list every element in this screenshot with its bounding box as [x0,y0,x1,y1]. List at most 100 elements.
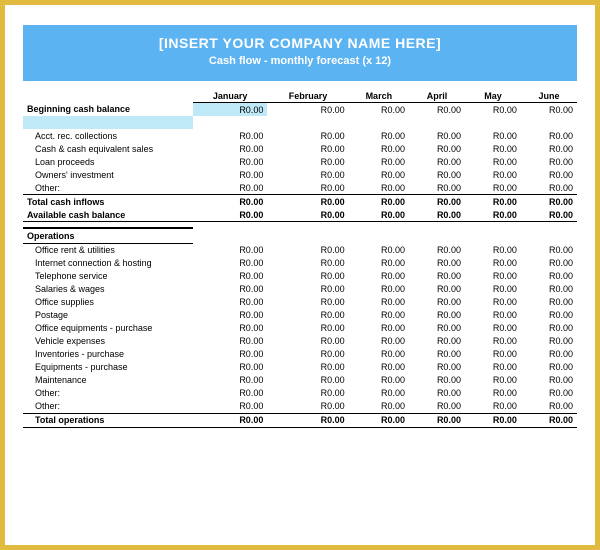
cell: R0.00 [521,322,577,335]
hl-spacer [23,116,577,129]
table-row: PostageR0.00R0.00R0.00R0.00R0.00R0.00 [23,309,577,322]
row-label: Equipments - purchase [23,361,193,374]
cell: R0.00 [521,243,577,257]
report-subtitle: Cash flow - monthly forecast (x 12) [23,55,577,67]
row-label: Loan proceeds [23,155,193,168]
cell: R0.00 [465,142,521,155]
cell: R0.00 [465,348,521,361]
cell: R0.00 [267,195,348,209]
month-col: February [267,89,348,103]
cell: R0.00 [465,195,521,209]
month-col: June [521,89,577,103]
cell: R0.00 [349,335,409,348]
cell: R0.00 [193,387,267,400]
cell: R0.00 [409,387,465,400]
cell: R0.00 [465,296,521,309]
row-label: Salaries & wages [23,283,193,296]
cell: R0.00 [521,129,577,142]
table-row: Telephone serviceR0.00R0.00R0.00R0.00R0.… [23,270,577,283]
row-label: Office rent & utilities [23,243,193,257]
cell: R0.00 [409,309,465,322]
cell: R0.00 [465,181,521,195]
cell: R0.00 [409,257,465,270]
table-row: Equipments - purchaseR0.00R0.00R0.00R0.0… [23,361,577,374]
cell: R0.00 [193,129,267,142]
cell: R0.00 [267,243,348,257]
cell: R0.00 [193,142,267,155]
cell: R0.00 [267,387,348,400]
cell: R0.00 [193,257,267,270]
cell: R0.00 [349,283,409,296]
cell: R0.00 [409,243,465,257]
cell: R0.00 [349,195,409,209]
cell: R0.00 [349,257,409,270]
month-col: April [409,89,465,103]
cell: R0.00 [349,181,409,195]
cell: R0.00 [409,142,465,155]
cell: R0.00 [409,283,465,296]
month-col: March [349,89,409,103]
cell: R0.00 [193,348,267,361]
cell: R0.00 [521,195,577,209]
cell: R0.00 [465,129,521,142]
company-name: [INSERT YOUR COMPANY NAME HERE] [23,35,577,51]
table-row: Acct. rec. collectionsR0.00R0.00R0.00R0.… [23,129,577,142]
cell: R0.00 [193,195,267,209]
cell: R0.00 [521,168,577,181]
cell: R0.00 [193,270,267,283]
cell: R0.00 [349,270,409,283]
row-label: Cash & cash equivalent sales [23,142,193,155]
cell: R0.00 [349,208,409,222]
cell: R0.00 [409,168,465,181]
row-label: Other: [23,400,193,414]
cell: R0.00 [267,413,348,427]
cell: R0.00 [521,413,577,427]
beginning-label: Beginning cash balance [23,103,193,117]
row-label: Inventories - purchase [23,348,193,361]
cell: R0.00 [521,348,577,361]
document-frame: [INSERT YOUR COMPANY NAME HERE] Cash flo… [0,0,600,550]
cell: R0.00 [267,348,348,361]
table-row: Other:R0.00R0.00R0.00R0.00R0.00R0.00 [23,387,577,400]
table-row: Office suppliesR0.00R0.00R0.00R0.00R0.00… [23,296,577,309]
avail-label: Available cash balance [23,208,193,222]
cell: R0.00 [521,283,577,296]
cell: R0.00 [465,168,521,181]
cell: R0.00 [465,413,521,427]
row-label: Other: [23,181,193,195]
table-row: Other:R0.00R0.00R0.00R0.00R0.00R0.00 [23,400,577,414]
cell: R0.00 [349,168,409,181]
cell: R0.00 [267,155,348,168]
cell: R0.00 [349,243,409,257]
cell: R0.00 [349,361,409,374]
cell: R0.00 [521,400,577,414]
month-col: May [465,89,521,103]
cell: R0.00 [267,335,348,348]
cell: R0.00 [349,400,409,414]
cell: R0.00 [349,142,409,155]
cell: R0.00 [465,103,521,117]
cell: R0.00 [193,413,267,427]
cell: R0.00 [465,243,521,257]
cell: R0.00 [193,322,267,335]
cell: R0.00 [267,374,348,387]
cell: R0.00 [409,181,465,195]
table-row: Office rent & utilitiesR0.00R0.00R0.00R0… [23,243,577,257]
beginning-balance-row: Beginning cash balance R0.00 R0.00 R0.00… [23,103,577,117]
cell: R0.00 [521,309,577,322]
total-operations-row: Total operations R0.00 R0.00 R0.00 R0.00… [23,413,577,427]
cell: R0.00 [193,181,267,195]
cell: R0.00 [465,270,521,283]
row-label: Telephone service [23,270,193,283]
row-label: Maintenance [23,374,193,387]
cell: R0.00 [521,335,577,348]
cell: R0.00 [193,243,267,257]
total-inflows-row: Total cash inflows R0.00 R0.00 R0.00 R0.… [23,195,577,209]
cell: R0.00 [409,195,465,209]
operations-title-row: Operations [23,228,577,244]
cell: R0.00 [267,400,348,414]
table-row: Loan proceedsR0.00R0.00R0.00R0.00R0.00R0… [23,155,577,168]
blank-header [23,89,193,103]
cell: R0.00 [521,155,577,168]
cell: R0.00 [267,257,348,270]
